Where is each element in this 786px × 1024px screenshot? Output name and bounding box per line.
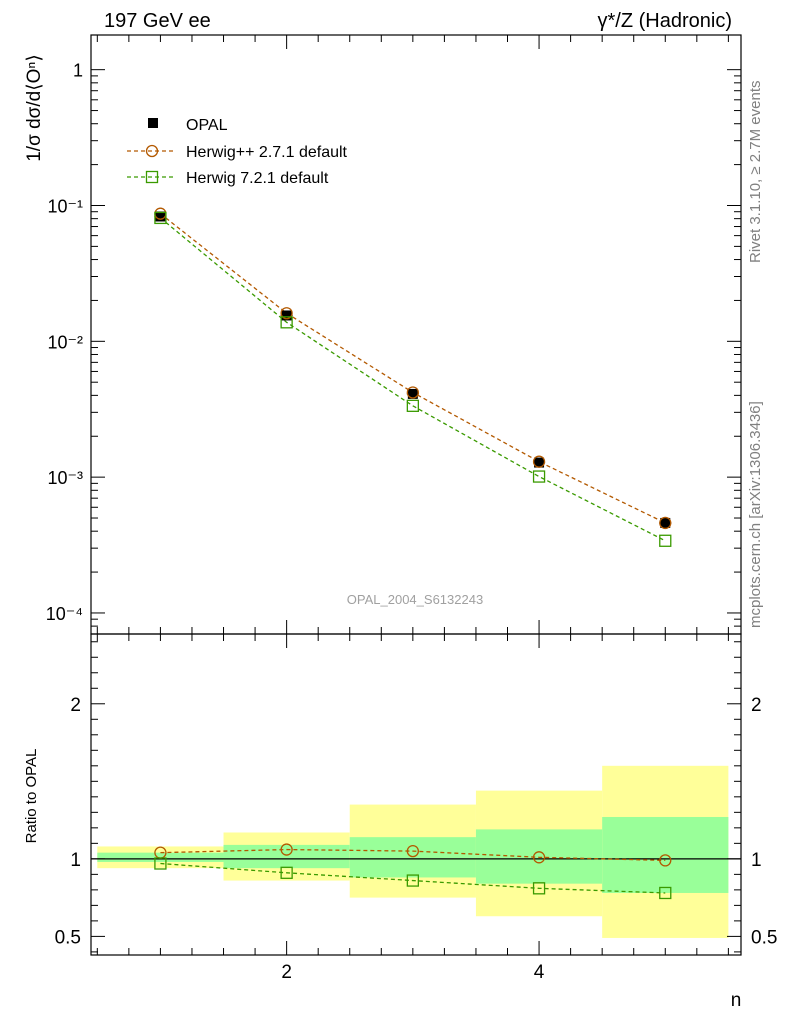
- ratio-point-herwigpp: [406, 844, 419, 858]
- legend-label-herwigpp: Herwig++ 2.7.1 default: [186, 144, 348, 161]
- ratio-y-tick-label-left: 0.5: [55, 927, 81, 948]
- x-tick-label: 2: [281, 962, 292, 983]
- main-point-herwig7: [659, 534, 672, 547]
- header-energy-label: 197 GeV ee: [104, 10, 211, 32]
- ratio-y-tick-label-right: 2: [751, 695, 762, 716]
- main-axes: 1 10⁻¹ 10⁻² 10⁻³ 10⁻⁴: [46, 34, 742, 635]
- analysis-id-label: OPAL_2004_S6132243: [347, 592, 483, 607]
- legend: OPAL Herwig++ 2.7.1 default Herwig 7.2.1…: [127, 117, 348, 187]
- mcplots-label: mcplots.cern.ch [arXiv:1306.3436]: [747, 401, 764, 628]
- main-y-tick-label: 1: [73, 61, 83, 81]
- ratio-point-herwigpp: [280, 843, 293, 856]
- ratio-y-tick-label-left: 1: [70, 850, 81, 871]
- ratio-uncertainty-bands: [91, 765, 741, 938]
- ratio-axes: 2 4 2 2 1 1 0.5 0.5: [55, 633, 777, 983]
- ratio-line-herwig7: [160, 862, 666, 894]
- main-y-axis-label: 1/σ dσ/d⟨Oⁿ⟩: [24, 54, 45, 162]
- ratio-line-herwigpp: [160, 848, 666, 862]
- ratio-point-herwig7: [154, 857, 167, 870]
- ratio-y-tick-label-right: 0.5: [751, 927, 777, 948]
- ratio-point-herwig7: [280, 866, 293, 879]
- main-y-tick-label: 10⁻³: [47, 468, 83, 488]
- ratio-point-herwig7: [532, 882, 546, 895]
- legend-marker-herwig7: [145, 170, 159, 184]
- ratio-point-herwigpp: [659, 854, 672, 867]
- main-point-herwig7: [154, 211, 167, 225]
- main-data-point-opal: [407, 388, 418, 399]
- main-data-point-opal: [534, 457, 545, 468]
- main-data-point-opal: [281, 310, 292, 321]
- ratio-plot-frame: [90, 633, 742, 956]
- main-model-lines: [160, 213, 666, 542]
- main-point-herwigpp: [280, 307, 293, 320]
- main-data-points: [154, 207, 672, 547]
- main-point-herwig7: [532, 470, 546, 483]
- main-data-point-opal: [155, 211, 166, 222]
- main-point-herwig7: [280, 316, 293, 329]
- ratio-y-axis-label: Ratio to OPAL: [23, 749, 40, 844]
- main-line-herwig7: [160, 217, 666, 542]
- ratio-band-inner: [475, 829, 603, 884]
- ratio-point-herwigpp: [532, 851, 546, 864]
- ratio-y-tick-label-left: 2: [70, 695, 81, 716]
- main-point-herwig7: [406, 399, 419, 412]
- main-point-herwigpp: [406, 386, 419, 399]
- rivet-version-label: Rivet 3.1.10, ≥ 2.7M events: [747, 81, 764, 264]
- x-axis-label: n: [731, 990, 742, 1011]
- ratio-y-tick-label-right: 1: [751, 850, 762, 871]
- legend-marker-opal: [148, 118, 158, 128]
- main-point-herwigpp: [659, 516, 672, 530]
- ratio-point-herwig7: [659, 886, 672, 900]
- header-process-label: γ*/Z (Hadronic): [598, 10, 732, 32]
- main-y-tick-label: 10⁻²: [47, 332, 83, 352]
- ratio-band-inner: [97, 852, 224, 862]
- ratio-model-lines: [154, 843, 672, 900]
- legend-label-opal: OPAL: [186, 117, 228, 134]
- main-data-point-opal: [660, 517, 671, 528]
- x-tick-label: 4: [534, 962, 545, 983]
- ratio-band-inner: [349, 837, 476, 878]
- main-y-tick-label: 10⁻¹: [47, 196, 83, 216]
- main-point-herwigpp: [532, 455, 546, 468]
- legend-label-herwig7: Herwig 7.2.1 default: [186, 170, 329, 187]
- ratio-point-herwig7: [406, 874, 419, 887]
- legend-marker-herwigpp: [145, 144, 159, 158]
- main-y-tick-label: 10⁻⁴: [46, 604, 83, 624]
- main-line-herwigpp: [160, 213, 666, 524]
- ratio-band-inner: [223, 844, 350, 869]
